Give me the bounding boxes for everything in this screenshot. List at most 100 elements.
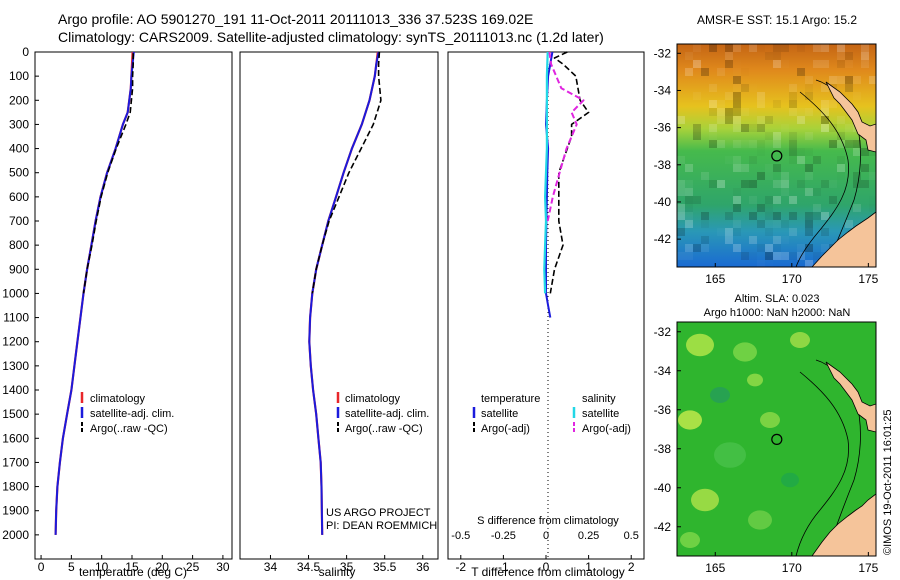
sst-pixel (813, 60, 821, 68)
sst-pixel (821, 180, 829, 188)
sst-pixel (853, 148, 861, 156)
sst-pixel (749, 84, 757, 92)
map-x-tick-label: 165 (705, 272, 725, 286)
sst-pixel (853, 180, 861, 188)
y-tick-label: 1300 (2, 359, 29, 373)
sst-pixel (861, 148, 869, 156)
sst-pixel (789, 196, 797, 204)
sst-pixel (805, 244, 813, 252)
sst-pixel (733, 164, 741, 172)
sst-pixel (733, 100, 741, 108)
sst-pixel (757, 92, 765, 100)
sst-pixel (861, 100, 869, 108)
map-x-tick-label: 170 (782, 272, 802, 286)
sst-pixel (781, 172, 789, 180)
sst-pixel (829, 76, 837, 84)
sst-pixel (805, 212, 813, 220)
sst-pixel (797, 244, 805, 252)
map-y-tick-label: -32 (654, 325, 672, 339)
sst-pixel (725, 236, 733, 244)
y-tick-label: 700 (9, 214, 29, 228)
sst-pixel (829, 196, 837, 204)
sst-pixel (845, 84, 853, 92)
sst-pixel (805, 228, 813, 236)
sst-pixel (805, 148, 813, 156)
sst-pixel (733, 68, 741, 76)
sst-pixel (709, 196, 717, 204)
sst-pixel (725, 60, 733, 68)
sla-map-subtitle: Argo h1000: NaN h2000: NaN (704, 307, 851, 319)
x-tick-label: 5 (68, 560, 75, 574)
sst-pixel (789, 108, 797, 116)
sst-pixel (813, 252, 821, 260)
sst-pixel (765, 252, 773, 260)
sst-pixel (837, 76, 845, 84)
sst-pixel (757, 220, 765, 228)
map-x-tick-label: 170 (782, 561, 802, 575)
y-tick-label: 1400 (2, 383, 29, 397)
sst-pixel (717, 228, 725, 236)
header-line1: Argo profile: AO 5901270_191 11-Oct-2011… (58, 11, 533, 27)
sst-pixel (773, 100, 781, 108)
sst-pixel (845, 220, 853, 228)
sst-pixel (725, 52, 733, 60)
sla-anomaly-blob (781, 472, 799, 488)
sst-pixel (685, 196, 693, 204)
y-tick-label: 800 (9, 238, 29, 252)
sst-pixel (773, 140, 781, 148)
sst-pixel (741, 252, 749, 260)
sst-pixel (701, 172, 709, 180)
sst-pixel (677, 180, 685, 188)
sla-anomaly-blob (680, 532, 700, 548)
sst-land-south-island (811, 211, 876, 267)
sst-pixel (701, 220, 709, 228)
x-tick-label: 35.5 (373, 560, 397, 574)
sst-pixel (845, 76, 853, 84)
legend-climatology-label: climatology (345, 393, 401, 405)
sst-pixel (765, 140, 773, 148)
sst-pixel (685, 252, 693, 260)
legend-salinity-title: salinity (582, 393, 616, 405)
sst-pixel (869, 172, 876, 180)
x-tick-label: -2 (455, 560, 466, 574)
map-y-tick-label: -34 (654, 83, 672, 97)
sst-pixel (693, 132, 701, 140)
sst-pixel (789, 212, 797, 220)
y-tick-label: 1800 (2, 480, 29, 494)
x-tick-label: 25 (186, 560, 200, 574)
sst-pixel (821, 44, 829, 52)
x-tick-label: 30 (216, 560, 230, 574)
y-tick-label: 500 (9, 166, 29, 180)
sst-pixel (685, 220, 693, 228)
legend-argo-label: Argo(..raw -QC) (345, 423, 423, 435)
sst-pixel (781, 180, 789, 188)
sst-pixel (805, 100, 813, 108)
sst-pixel (709, 140, 717, 148)
sst-pixel (717, 108, 725, 116)
sst-land-north-island (825, 81, 876, 153)
sst-pixel (733, 108, 741, 116)
sst-pixel (701, 244, 709, 252)
map-x-tick-label: 165 (705, 561, 725, 575)
temperature-panel: 0100200300400500600700800900100011001200… (2, 45, 233, 579)
sst-pixel (797, 116, 805, 124)
sst-pixel (733, 244, 741, 252)
sst-pixel (685, 188, 693, 196)
sst-pixel (741, 124, 749, 132)
sst-pixel (741, 108, 749, 116)
sst-pixel (733, 204, 741, 212)
sst-pixel (813, 156, 821, 164)
s-tick-label: 0.5 (624, 530, 639, 542)
sla-anomaly-blob (733, 342, 757, 362)
sst-pixel (797, 44, 805, 52)
temperature-series-line (54, 51, 134, 535)
sst-pixel (717, 116, 725, 124)
sst-pixel (733, 140, 741, 148)
difference-panel: -2 -1 0 1 2 -0.5 -0.25 0 0.25 0.5 S difference f… (447, 51, 645, 579)
sla-anomaly-blob (748, 510, 772, 530)
sla-anomaly-blob (760, 412, 780, 428)
y-tick-label: 1900 (2, 504, 29, 518)
sst-pixel (733, 44, 741, 52)
temperature-legend: climatology satellite-adj. clim. Argo(..… (80, 392, 174, 435)
x-tick-label: 20 (156, 560, 170, 574)
